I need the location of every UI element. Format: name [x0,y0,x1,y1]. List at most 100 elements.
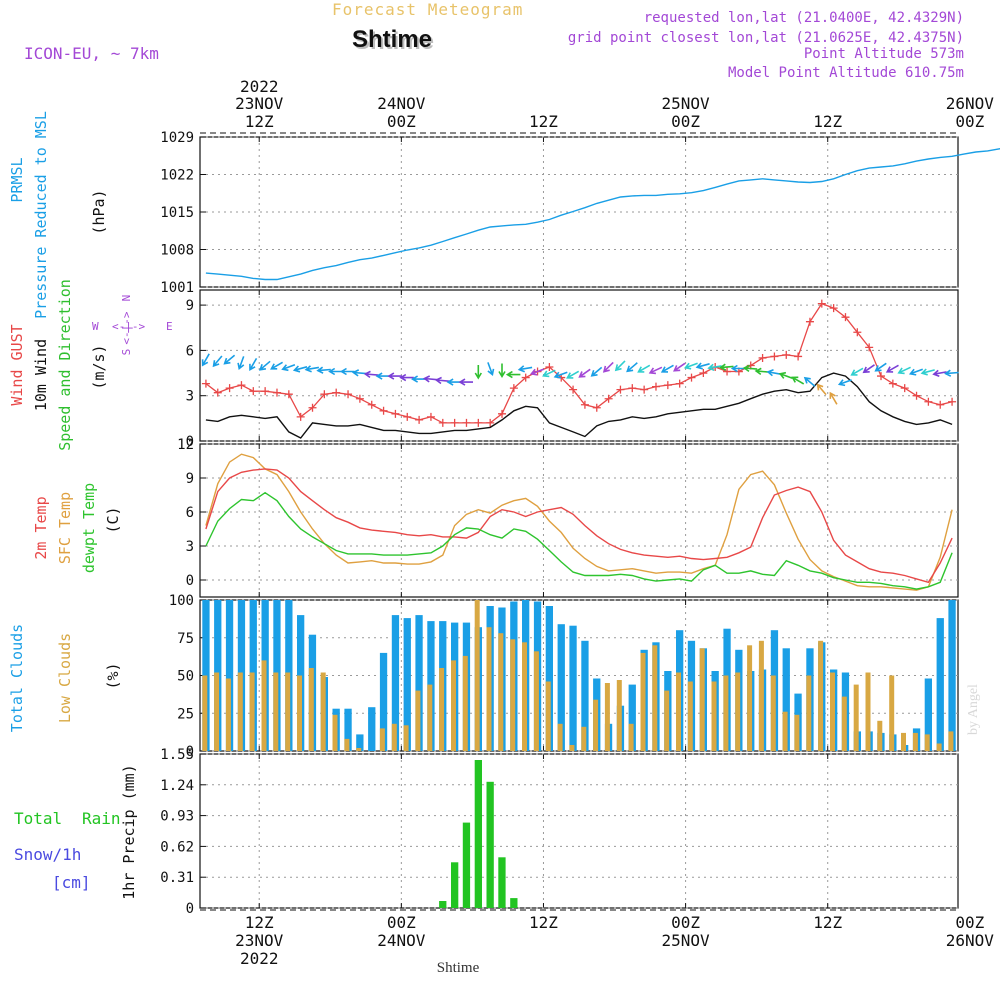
y-tick-label-2-4: 12 [177,437,194,453]
low-cloud-bar [510,639,516,751]
top-hour-label-3: 00Z [671,112,700,131]
wind-direction-arrow [422,375,438,383]
wind-direction-arrow [626,362,638,373]
low-cloud-bar [415,690,421,751]
gust-marker [770,352,779,361]
wind-direction-arrow [542,369,556,378]
gust-marker [438,418,447,427]
total-cloud-bar [356,734,364,751]
pressure-label-prmsl: PRMSL [8,157,26,202]
bottom-date-label-1: 24NOV [377,931,426,950]
gust-marker [426,412,435,421]
low-cloud-bar [806,675,812,751]
wind-direction-arrow [578,368,591,378]
gust-marker [900,384,909,393]
wind-direction-arrow [566,370,580,379]
gust-marker [592,403,601,412]
low-cloud-bar [652,645,658,751]
wind-direction-arrow [529,368,544,376]
precip-bar [474,760,482,908]
bottom-hour-label-3: 00Z [671,913,700,932]
gust-marker [486,418,495,427]
wind-direction-arrow [803,376,816,387]
top-hour-label-1: 00Z [387,112,416,131]
wind-direction-arrow [281,364,296,372]
total-cloud-bar [924,678,932,751]
gust-marker [936,400,945,409]
gust-marker [663,381,672,390]
wind-direction-arrow [778,371,793,380]
low-cloud-bar [699,648,705,751]
low-cloud-bar [664,690,670,751]
low-cloud-bar [557,723,563,751]
gust-marker [948,397,957,406]
gust-marker [817,299,826,308]
low-cloud-bar [912,732,918,751]
compass-ns-arrow: <-|-> [120,311,133,344]
compass-n-label: N [120,295,133,302]
low-cloud-bar [451,660,456,751]
low-cloud-bar [379,728,385,751]
pressure-units: (hPa) [90,189,108,234]
gust-marker [640,385,649,394]
precip-bar [439,901,447,908]
wind-direction-arrow [363,370,379,379]
top-date-label-1: 24NOV [377,94,426,113]
gust-marker [509,384,518,393]
precip-label-total: Total [14,809,62,828]
total-cloud-bar [391,615,400,751]
wind-direction-arrow [434,376,450,385]
low-cloud-bar [581,726,587,751]
gust-marker [604,394,613,403]
gust-marker [332,388,341,397]
low-cloud-bar [427,684,433,751]
total-cloud-bar [936,618,944,751]
gust-marker [225,384,234,393]
total-cloud-bar [415,615,423,751]
wind-direction-arrow [944,369,959,377]
total-cloud-bar [628,684,636,751]
wind-direction-arrow [695,362,710,370]
y-tick-label-0-0: 1001 [160,280,194,296]
low-cloud-bar [948,731,954,751]
point-altitude: Point Altitude 573m [803,46,964,62]
wind-direction-arrow [719,363,734,371]
y-tick-label-0-4: 1029 [160,130,194,146]
low-cloud-bar [474,600,480,751]
compass-we-arrow: <-|-> [112,320,145,333]
low-cloud-bar [320,672,326,751]
low-cloud-bar [439,668,445,751]
low-cloud-bar [214,672,220,751]
low-cloud-bar [237,672,243,751]
y-tick-label-1-1: 3 [186,389,194,405]
low-cloud-bar [486,627,492,751]
low-cloud-bar [593,699,599,751]
low-cloud-bar [332,714,338,751]
low-cloud-bar [687,681,693,751]
wind-direction-arrow [932,369,947,378]
gust-marker [391,409,400,418]
low-cloud-bar [770,675,776,751]
low-cloud-bar [794,714,800,751]
wind-direction-arrow [304,365,320,373]
low-cloud-bar [889,675,895,751]
meteogram-subtitle: Forecast Meteogram [332,0,524,19]
wind-direction-arrow [517,365,533,373]
gust-marker [249,387,258,396]
wind-direction-arrow [829,391,838,405]
top-year-label-0: 2022 [240,77,279,96]
y-tick-label-3-0: 0 [186,744,194,760]
precip-label-cm: [cm] [52,873,91,892]
gust-marker [545,363,554,372]
precip-label-rain: Rain [82,809,121,828]
wind-direction-arrow [458,378,473,386]
top-date-label-3: 25NOV [662,94,711,113]
bottom-hour-label-2: 12Z [529,913,558,932]
low-cloud-bar [225,678,231,751]
gust-marker [628,384,637,393]
low-cloud-bar [841,696,847,751]
bottom-date-label-3: 25NOV [662,931,711,950]
temp-units: (C) [104,506,122,533]
gust-marker [284,390,293,399]
gust-marker [782,350,791,359]
